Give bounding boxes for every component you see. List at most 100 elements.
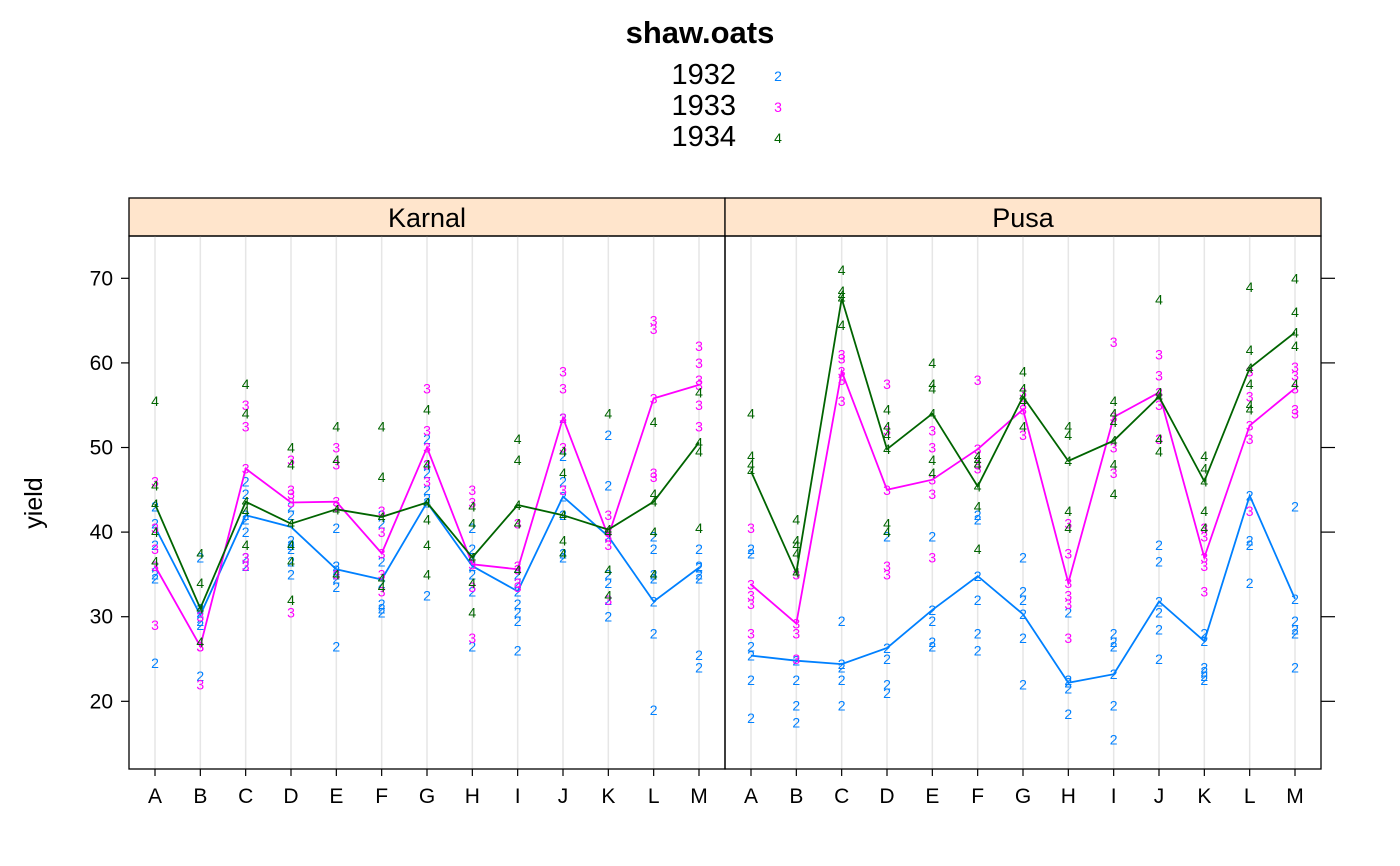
data-point: 3 <box>151 558 159 574</box>
data-point: 4 <box>378 418 386 434</box>
data-point: 3 <box>196 638 204 654</box>
data-point: 4 <box>928 452 936 468</box>
data-point: 3 <box>928 440 936 456</box>
data-point: 4 <box>242 503 250 519</box>
data-point: 4 <box>883 401 891 417</box>
data-point: 3 <box>604 528 612 544</box>
data-point: 3 <box>974 372 982 388</box>
data-point: 3 <box>151 617 159 633</box>
data-point: 3 <box>1110 465 1118 481</box>
data-point: 4 <box>974 448 982 464</box>
data-point: 2 <box>1064 681 1072 697</box>
y-tick-label: 40 <box>90 521 113 544</box>
data-point: 4 <box>792 533 800 549</box>
data-point: 2 <box>242 549 250 565</box>
legend-label: 1932 <box>671 59 736 91</box>
x-tick-label: G <box>419 785 435 808</box>
data-point: 2 <box>1019 583 1027 599</box>
data-point: 3 <box>151 520 159 536</box>
data-point: 2 <box>747 710 755 726</box>
data-point: 4 <box>838 287 846 303</box>
data-point: 2 <box>695 560 703 576</box>
data-point: 2 <box>1019 630 1027 646</box>
data-point: 3 <box>695 397 703 413</box>
data-point: 4 <box>242 537 250 553</box>
panels: Karnal2222222222222222222222222222222222… <box>90 197 1335 808</box>
data-point: 3 <box>196 676 204 692</box>
data-point: 4 <box>332 501 340 517</box>
data-point: 4 <box>792 565 800 581</box>
x-tick-label: G <box>1015 785 1031 808</box>
data-point: 4 <box>242 494 250 510</box>
data-point: 3 <box>1110 334 1118 350</box>
data-point: 4 <box>1110 393 1118 409</box>
data-point: 4 <box>1155 291 1163 307</box>
data-point: 2 <box>1200 664 1208 680</box>
data-point: 3 <box>514 579 522 595</box>
data-point: 4 <box>468 499 476 515</box>
data-point: 2 <box>468 520 476 536</box>
data-point: 2 <box>423 465 431 481</box>
data-point: 2 <box>332 520 340 536</box>
data-point: 3 <box>468 630 476 646</box>
data-point: 4 <box>650 414 658 430</box>
data-point: 2 <box>792 672 800 688</box>
data-point: 3 <box>242 397 250 413</box>
data-point: 3 <box>838 351 846 367</box>
data-point: 2 <box>332 562 340 578</box>
data-point: 4 <box>883 427 891 443</box>
data-point: 3 <box>378 566 386 582</box>
data-point: 2 <box>604 609 612 625</box>
data-point: 4 <box>1155 385 1163 401</box>
data-point: 3 <box>1291 406 1299 422</box>
data-point: 2 <box>559 549 567 565</box>
data-point: 4 <box>1110 456 1118 472</box>
data-point: 4 <box>792 545 800 561</box>
data-point: 4 <box>883 441 891 457</box>
data-point: 4 <box>1019 393 1027 409</box>
x-tick-label: C <box>238 785 253 808</box>
x-tick-label: J <box>558 785 569 808</box>
data-point: 2 <box>1246 575 1254 591</box>
data-point: 4 <box>287 516 295 532</box>
data-point: 3 <box>650 465 658 481</box>
data-point: 2 <box>928 602 936 618</box>
data-point: 2 <box>514 604 522 620</box>
data-point: 4 <box>974 541 982 557</box>
data-point: 2 <box>650 566 658 582</box>
data-point: 3 <box>1155 368 1163 384</box>
x-tick-label: A <box>148 785 162 808</box>
data-point: 2 <box>747 648 755 664</box>
data-point: 3 <box>423 380 431 396</box>
series-line-1933 <box>750 368 1296 626</box>
data-point: 3 <box>1064 545 1072 561</box>
data-point: 3 <box>1200 583 1208 599</box>
data-point: 4 <box>695 520 703 536</box>
data-point: 4 <box>1110 414 1118 430</box>
legend: 1932 2 1933 3 1934 4 <box>671 59 782 153</box>
x-tick-label: I <box>1111 785 1117 808</box>
data-point: 3 <box>196 638 204 654</box>
data-point: 4 <box>242 406 250 422</box>
data-point: 2 <box>838 672 846 688</box>
data-point: 2 <box>695 566 703 582</box>
data-point: 3 <box>650 390 658 406</box>
data-point: 2 <box>883 640 891 656</box>
data-point: 2 <box>332 638 340 654</box>
data-point: 2 <box>423 482 431 498</box>
data-point: 4 <box>1064 453 1072 469</box>
panel-karnal: Karnal2222222222222222222222222222222222… <box>90 197 726 808</box>
data-point: 3 <box>242 461 250 477</box>
data-point: 2 <box>151 537 159 553</box>
data-point: 3 <box>1019 385 1027 401</box>
data-point: 2 <box>242 507 250 523</box>
data-point: 2 <box>695 541 703 557</box>
data-point: 2 <box>1200 626 1208 642</box>
data-point: 4 <box>1246 397 1254 413</box>
x-tick-label: H <box>1061 785 1076 808</box>
legend-label: 1934 <box>671 121 736 153</box>
data-point: 4 <box>287 456 295 472</box>
data-point: 2 <box>1200 633 1208 649</box>
data-point: 2 <box>974 592 982 608</box>
data-point: 2 <box>792 653 800 669</box>
